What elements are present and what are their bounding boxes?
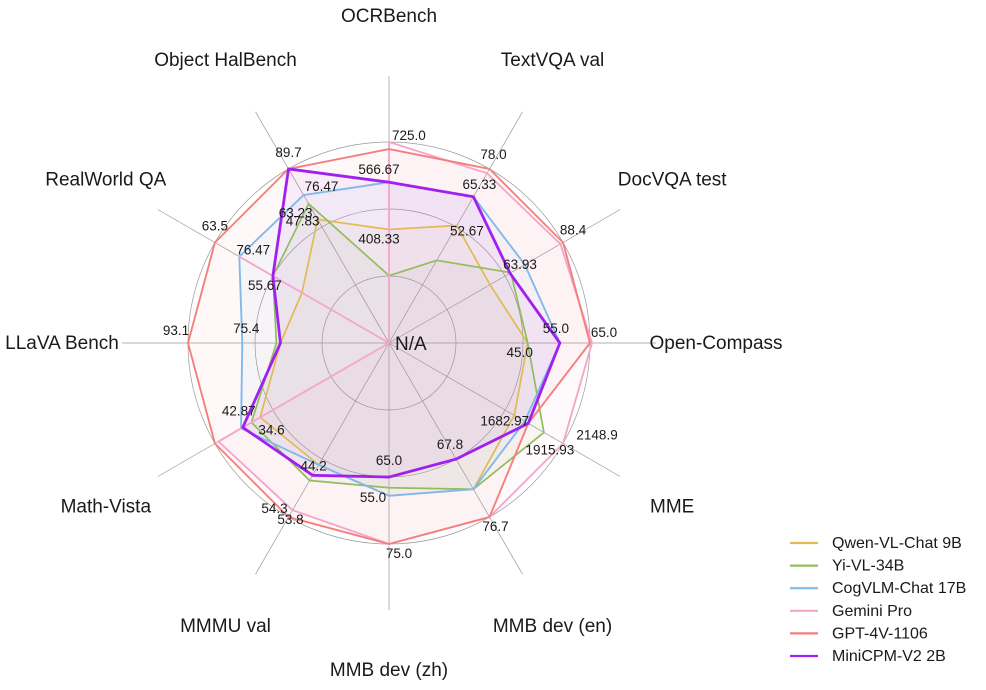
svg-text:76.7: 76.7 bbox=[482, 519, 508, 534]
svg-text:45.0: 45.0 bbox=[507, 345, 533, 360]
svg-text:65.33: 65.33 bbox=[463, 177, 497, 192]
svg-text:47.83: 47.83 bbox=[286, 214, 320, 229]
svg-text:67.8: 67.8 bbox=[437, 437, 463, 452]
svg-text:OCRBench: OCRBench bbox=[341, 6, 437, 27]
svg-text:566.67: 566.67 bbox=[358, 162, 399, 177]
svg-text:55.0: 55.0 bbox=[360, 490, 386, 505]
svg-text:408.33: 408.33 bbox=[358, 231, 399, 246]
svg-text:LLaVA Bench: LLaVA Bench bbox=[5, 333, 119, 354]
svg-text:Qwen-VL-Chat 9B: Qwen-VL-Chat 9B bbox=[832, 535, 962, 552]
svg-text:Object HalBench: Object HalBench bbox=[154, 50, 297, 71]
svg-text:75.0: 75.0 bbox=[386, 546, 412, 561]
svg-text:89.7: 89.7 bbox=[275, 145, 301, 160]
svg-text:MMB dev (en): MMB dev (en) bbox=[493, 616, 612, 637]
svg-text:DocVQA test: DocVQA test bbox=[618, 170, 727, 191]
svg-text:55.0: 55.0 bbox=[543, 321, 569, 336]
svg-text:RealWorld QA: RealWorld QA bbox=[45, 170, 166, 191]
svg-text:52.67: 52.67 bbox=[450, 224, 484, 239]
svg-text:TextVQA val: TextVQA val bbox=[501, 50, 605, 71]
svg-text:GPT-4V-1106: GPT-4V-1106 bbox=[832, 625, 928, 642]
svg-text:75.4: 75.4 bbox=[233, 321, 260, 336]
svg-text:44.2: 44.2 bbox=[300, 459, 326, 474]
svg-text:55.67: 55.67 bbox=[248, 278, 282, 293]
svg-text:76.47: 76.47 bbox=[305, 179, 339, 194]
svg-text:65.0: 65.0 bbox=[376, 453, 402, 468]
svg-text:76.47: 76.47 bbox=[236, 243, 270, 258]
svg-text:CogVLM-Chat 17B: CogVLM-Chat 17B bbox=[832, 580, 966, 597]
svg-text:88.4: 88.4 bbox=[560, 223, 587, 238]
svg-text:2148.9: 2148.9 bbox=[576, 428, 617, 443]
svg-text:MMB dev (zh): MMB dev (zh) bbox=[330, 660, 448, 681]
svg-text:34.6: 34.6 bbox=[258, 422, 284, 437]
svg-text:Math-Vista: Math-Vista bbox=[61, 497, 152, 518]
svg-text:N/A: N/A bbox=[395, 334, 427, 355]
svg-text:MMMU val: MMMU val bbox=[180, 616, 271, 637]
svg-text:42.87: 42.87 bbox=[222, 403, 256, 418]
svg-text:65.0: 65.0 bbox=[591, 325, 617, 340]
svg-text:1915.93: 1915.93 bbox=[526, 442, 575, 457]
svg-text:Open-Compass: Open-Compass bbox=[649, 333, 782, 354]
svg-text:63.93: 63.93 bbox=[503, 257, 537, 272]
svg-text:93.1: 93.1 bbox=[163, 323, 189, 338]
svg-text:1682.97: 1682.97 bbox=[480, 413, 529, 428]
svg-text:MiniCPM-V2 2B: MiniCPM-V2 2B bbox=[832, 648, 946, 665]
svg-text:78.0: 78.0 bbox=[480, 147, 506, 162]
svg-text:63.5: 63.5 bbox=[202, 219, 228, 234]
svg-text:MME: MME bbox=[650, 497, 694, 518]
svg-text:725.0: 725.0 bbox=[392, 128, 426, 143]
svg-text:Gemini Pro: Gemini Pro bbox=[832, 603, 912, 620]
svg-text:53.8: 53.8 bbox=[277, 512, 303, 527]
svg-text:Yi-VL-34B: Yi-VL-34B bbox=[832, 558, 904, 575]
